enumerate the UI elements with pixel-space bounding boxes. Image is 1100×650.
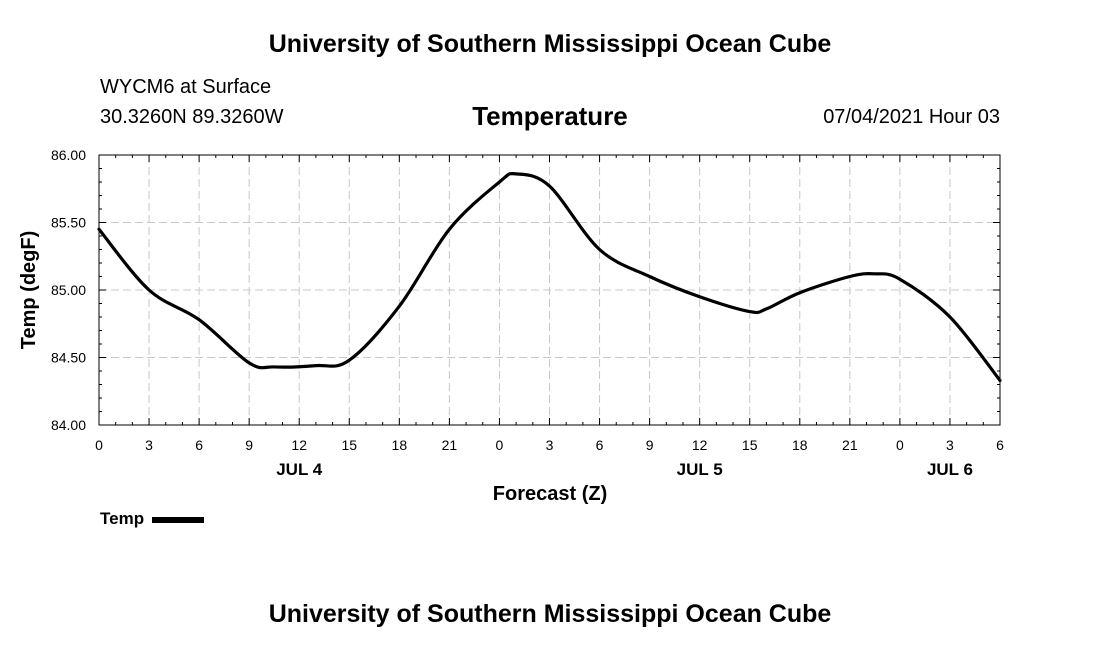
axes: 0 3 6 9 12 15 18 21 0 3 6 9 12 15 18 21 0 3 6 84.00 84.50 85.…: [51, 147, 1004, 479]
x-tick-label: 9: [245, 437, 253, 453]
x-tick-label: 18: [792, 437, 808, 453]
chart-bottom-title: University of Southern Mississippi Ocean…: [268, 600, 832, 628]
y-tick-label: 84.50: [51, 350, 86, 366]
legend-line-swatch: [152, 516, 205, 523]
x-tick-label: 0: [896, 437, 904, 453]
y-tick-label: 84.00: [51, 417, 86, 433]
series-layer: [97, 171, 1002, 383]
legend: Temp: [100, 509, 205, 529]
x-tick-label: 12: [291, 437, 307, 453]
x-tick-label: 6: [195, 437, 203, 453]
grid: [99, 155, 1000, 425]
chart-top-title: University of Southern Mississippi Ocean…: [268, 30, 832, 58]
date-label: JUL 4: [276, 460, 323, 479]
x-axis-label: Forecast (Z): [493, 483, 607, 505]
x-tick-label: 3: [546, 437, 554, 453]
chart-title: Temperature: [472, 101, 628, 131]
x-tick-label: 0: [95, 437, 103, 453]
x-tick-label: 6: [996, 437, 1004, 453]
legend-label: Temp: [100, 509, 145, 528]
x-tick-label: 21: [442, 437, 458, 453]
x-tick-label: 0: [496, 437, 504, 453]
x-tick-label: 3: [145, 437, 153, 453]
x-tick-label: 6: [596, 437, 604, 453]
station-label: WYCM6 at Surface: [100, 76, 272, 98]
x-tick-label: 21: [842, 437, 858, 453]
x-tick-label: 12: [692, 437, 708, 453]
x-tick-label: 9: [646, 437, 654, 453]
date-label: JUL 6: [927, 460, 973, 479]
station-coordinates: 30.3260N 89.3260W: [100, 106, 284, 128]
date-label: JUL 5: [677, 460, 723, 479]
x-tick-label: 18: [392, 437, 408, 453]
x-tick-label: 15: [742, 437, 758, 453]
x-tick-label: 3: [946, 437, 954, 453]
y-tick-label: 86.00: [51, 147, 86, 163]
y-tick-label: 85.50: [51, 215, 86, 231]
x-tick-label: 15: [341, 437, 357, 453]
y-axis-label: Temp (degF): [18, 231, 40, 350]
forecast-timestamp: 07/04/2021 Hour 03: [823, 106, 1000, 128]
series-line-temp: [97, 171, 1002, 383]
y-tick-label: 85.00: [51, 282, 86, 298]
